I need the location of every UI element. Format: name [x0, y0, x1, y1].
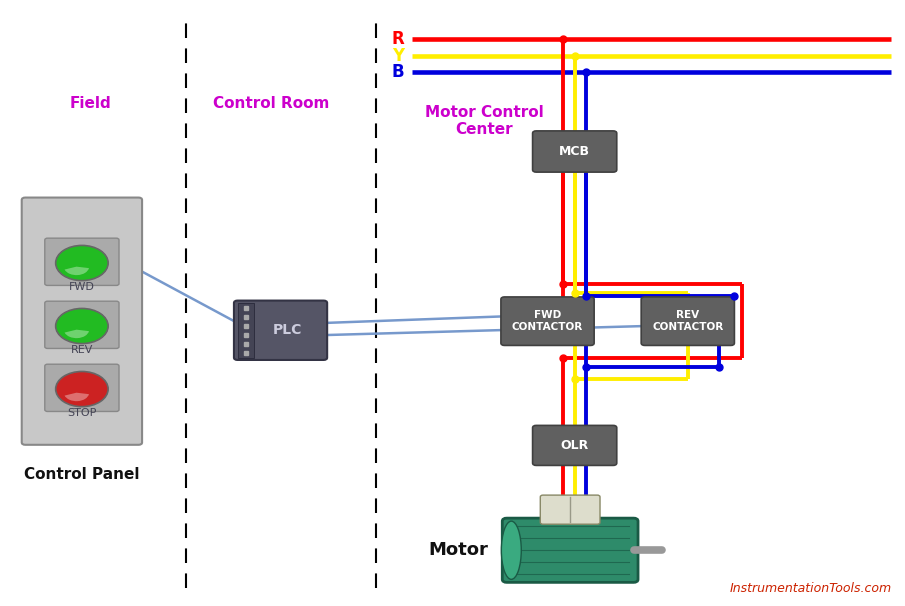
Wedge shape: [64, 267, 89, 275]
Circle shape: [55, 308, 109, 344]
FancyBboxPatch shape: [233, 301, 328, 360]
FancyBboxPatch shape: [44, 364, 119, 411]
Text: Field: Field: [70, 96, 111, 110]
FancyBboxPatch shape: [44, 301, 119, 348]
FancyBboxPatch shape: [532, 425, 617, 465]
FancyBboxPatch shape: [44, 238, 119, 285]
FancyBboxPatch shape: [641, 297, 735, 345]
FancyBboxPatch shape: [502, 518, 638, 582]
Text: Control Room: Control Room: [214, 96, 329, 110]
FancyBboxPatch shape: [501, 297, 594, 345]
Text: Motor Control
Center: Motor Control Center: [424, 105, 544, 138]
Text: REV
CONTACTOR: REV CONTACTOR: [653, 310, 723, 332]
FancyBboxPatch shape: [22, 198, 142, 445]
FancyBboxPatch shape: [540, 495, 600, 524]
Wedge shape: [64, 393, 89, 401]
Ellipse shape: [501, 521, 521, 579]
FancyBboxPatch shape: [532, 131, 617, 172]
Bar: [237, 303, 253, 358]
Text: Y: Y: [393, 47, 405, 65]
Text: PLC: PLC: [273, 323, 302, 338]
Text: B: B: [392, 63, 405, 81]
Text: InstrumentationTools.com: InstrumentationTools.com: [729, 582, 891, 595]
Circle shape: [55, 245, 109, 281]
Circle shape: [55, 371, 109, 407]
Text: Control Panel: Control Panel: [24, 467, 139, 482]
Text: STOP: STOP: [67, 408, 97, 418]
Text: OLR: OLR: [560, 439, 589, 452]
Wedge shape: [64, 330, 89, 338]
Text: REV: REV: [71, 345, 93, 355]
Text: FWD
CONTACTOR: FWD CONTACTOR: [512, 310, 583, 332]
Text: Motor: Motor: [429, 541, 489, 559]
Text: FWD: FWD: [69, 282, 95, 292]
Text: R: R: [392, 30, 405, 48]
Text: MCB: MCB: [559, 145, 590, 158]
